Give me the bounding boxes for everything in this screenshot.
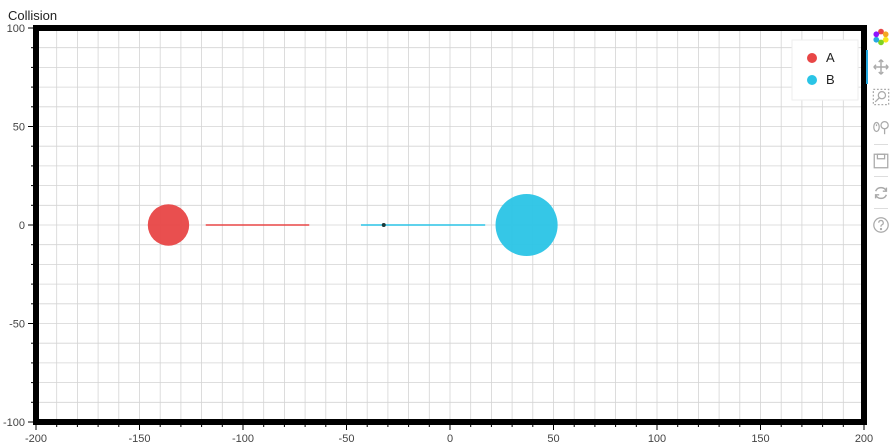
- legend: AB: [791, 39, 859, 101]
- toolbar-separator: [874, 208, 888, 209]
- x-tick-label: 150: [751, 433, 769, 445]
- marker-b: [381, 223, 386, 227]
- legend-label-b: B: [826, 72, 835, 87]
- active-tool-indicator: [866, 50, 868, 84]
- wheel-zoom-icon[interactable]: [870, 116, 892, 138]
- x-tick-label: 100: [648, 433, 666, 445]
- plot-frame: [33, 25, 867, 425]
- x-tick-label: 0: [447, 433, 453, 445]
- x-tick-label: 200: [855, 433, 873, 445]
- toolbar: [866, 22, 896, 262]
- pan-icon[interactable]: [870, 56, 892, 78]
- y-tick-label: 100: [7, 23, 25, 35]
- x-tick-label: -100: [232, 433, 254, 445]
- toolbar-separator: [874, 176, 888, 177]
- toolbar-separator: [874, 144, 888, 145]
- y-axis: -100 -50 0 50 100: [3, 23, 33, 429]
- reset-icon[interactable]: [870, 182, 892, 204]
- x-axis: -200 -150 -100 -50 0 50 100 150 200: [25, 425, 873, 445]
- box-zoom-icon[interactable]: [870, 86, 892, 108]
- y-tick-label: -50: [9, 319, 25, 331]
- y-tick-label: 0: [19, 220, 25, 232]
- x-tick-label: 50: [547, 433, 559, 445]
- point-b: [495, 193, 558, 257]
- chart-title: Collision: [8, 8, 57, 23]
- legend-box: [791, 39, 859, 101]
- y-tick-label: 50: [13, 122, 25, 134]
- legend-swatch-b: [807, 75, 817, 85]
- legend-swatch-a: [807, 53, 817, 63]
- y-tick-label: -100: [3, 417, 25, 429]
- x-tick-label: -50: [339, 433, 355, 445]
- legend-label-a: A: [826, 50, 835, 65]
- save-icon[interactable]: [870, 150, 892, 172]
- help-icon[interactable]: [870, 214, 892, 236]
- bokeh-logo-icon[interactable]: [870, 26, 892, 48]
- points: [147, 193, 558, 257]
- x-tick-label: -150: [128, 433, 150, 445]
- x-tick-label: -200: [25, 433, 47, 445]
- point-a: [147, 204, 190, 246]
